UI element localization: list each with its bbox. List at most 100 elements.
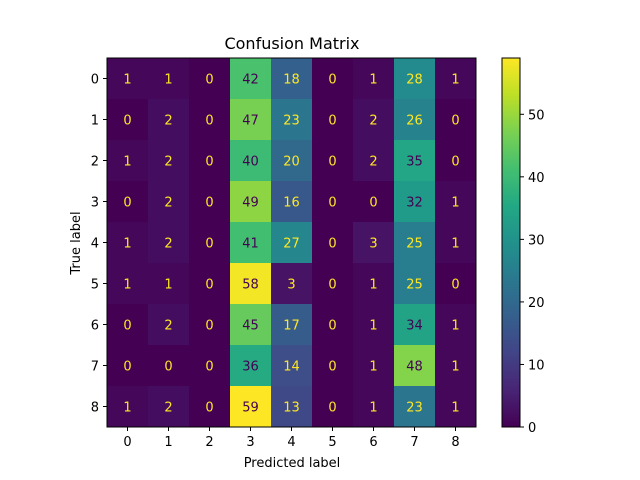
cell-value-label: 2 [164,401,172,416]
cell-value-label: 32 [406,196,423,211]
cell-value-label: 0 [328,73,336,88]
heatmap-cell-4-8 [435,222,477,264]
cell-value-label: 0 [123,360,131,375]
cell-value-label: 2 [164,196,172,211]
heatmap-cell-4-1 [148,222,190,264]
cell-value-label: 1 [451,196,459,211]
cell-value-label: 1 [369,360,377,375]
heatmap-cell-5-2 [189,263,231,305]
cell-value-label: 0 [328,360,336,375]
cell-value-label: 45 [242,319,259,334]
x-tick-label: 6 [369,435,377,450]
x-tick-label: 7 [410,435,418,450]
x-tick-label: 5 [328,435,336,450]
heatmap-cell-1-3 [230,99,272,141]
heatmap-cell-0-8 [435,58,477,100]
heatmap-cell-1-6 [353,99,395,141]
heatmap-cell-5-1 [148,263,190,305]
y-tick-label: 5 [91,278,99,293]
y-axis: 0 1 2 3 4 5 6 7 8 [91,73,107,416]
heatmap-cell-1-2 [189,99,231,141]
cell-value-label: 0 [123,319,131,334]
cell-value-label: 0 [328,196,336,211]
heatmap-cell-3-1 [148,181,190,223]
cell-value-label: 0 [328,401,336,416]
cell-value-label: 18 [283,73,300,88]
colorbar-gradient [502,58,520,427]
x-axis: 0 1 2 3 4 5 6 7 8 [123,427,460,450]
heatmap-cell-4-2 [189,222,231,264]
heatmap-cell-8-4 [271,386,313,428]
heatmap-cell-7-3 [230,345,272,387]
heatmap-cell-2-6 [353,140,395,182]
heatmap-cell-1-7 [394,99,436,141]
heatmap-cell-4-3 [230,222,272,264]
heatmap-cell-2-7 [394,140,436,182]
x-tick-label: 0 [123,435,131,450]
cell-value-label: 59 [242,401,259,416]
heatmap-cell-0-1 [148,58,190,100]
heatmap-cell-8-1 [148,386,190,428]
cell-value-label: 3 [369,237,377,252]
cell-value-label: 0 [451,155,459,170]
heatmap-cell-1-8 [435,99,477,141]
heatmap-cell-6-7 [394,304,436,346]
cell-value-label: 40 [242,155,259,170]
heatmap-cell-8-5 [312,386,354,428]
cell-value-label: 26 [406,114,423,129]
cell-value-labels: 1 1 0 42 18 0 1 28 10 2 0 47 23 0 2 26 01 2 0 40 20 0 2 35 00 2 0 4… [123,73,459,416]
heatmap-cell-0-3 [230,58,272,100]
cell-value-label: 48 [406,360,423,375]
heatmap-cell-4-7 [394,222,436,264]
cell-value-label: 0 [205,237,213,252]
colorbar-tick-label: 10 [528,358,545,373]
heatmap-cell-4-6 [353,222,395,264]
x-tick-label: 4 [287,435,295,450]
heatmap-cell-5-6 [353,263,395,305]
cell-value-label: 1 [123,155,131,170]
heatmap-cell-5-7 [394,263,436,305]
colorbar: 0 10 20 30 40 50 [501,57,545,436]
y-tick-label: 0 [91,73,99,88]
cell-value-label: 2 [164,319,172,334]
heatmap-cell-8-0 [107,386,149,428]
heatmap-cell-1-5 [312,99,354,141]
heatmap-cell-0-2 [189,58,231,100]
heatmap-cell-8-7 [394,386,436,428]
heatmap-cell-4-0 [107,222,149,264]
y-tick-label: 4 [91,237,99,252]
heatmap-cell-7-5 [312,345,354,387]
colorbar-tick-label: 20 [528,296,545,311]
heatmap-cell-8-3 [230,386,272,428]
heatmap-cell-5-5 [312,263,354,305]
cell-value-label: 0 [205,73,213,88]
heatmap-cell-7-6 [353,345,395,387]
cell-value-label: 0 [451,114,459,129]
cell-value-label: 23 [406,401,423,416]
cell-value-label: 1 [369,319,377,334]
cell-value-label: 2 [164,237,172,252]
cell-value-label: 35 [406,155,423,170]
cell-value-label: 0 [205,155,213,170]
heatmap-cell-6-8 [435,304,477,346]
heatmap-cell-3-2 [189,181,231,223]
cell-value-label: 0 [328,114,336,129]
cell-value-label: 1 [451,237,459,252]
cell-value-label: 0 [451,278,459,293]
heatmap-cell-5-3 [230,263,272,305]
heatmap-cell-4-5 [312,222,354,264]
cell-value-label: 0 [123,196,131,211]
cell-value-label: 0 [328,237,336,252]
heatmap-cell-6-5 [312,304,354,346]
heatmap-cell-2-5 [312,140,354,182]
cell-value-label: 0 [205,114,213,129]
cell-value-label: 2 [164,155,172,170]
cell-value-label: 23 [283,114,300,129]
heatmap-cell-6-2 [189,304,231,346]
heatmap-cell-3-8 [435,181,477,223]
heatmap-cell-2-3 [230,140,272,182]
cell-value-label: 1 [451,73,459,88]
cell-value-label: 28 [406,73,423,88]
heatmap-cell-3-7 [394,181,436,223]
cell-value-label: 36 [242,360,259,375]
